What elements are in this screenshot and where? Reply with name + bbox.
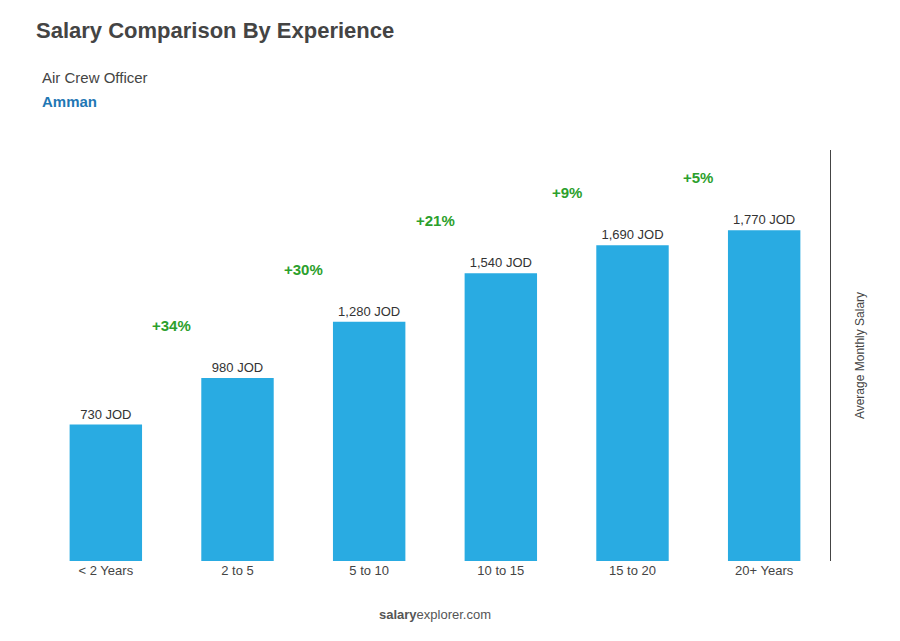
svg-text:10 to 15: 10 to 15 xyxy=(477,563,524,578)
svg-text:5 to 10: 5 to 10 xyxy=(349,563,389,578)
svg-text:Average Monthly Salary: Average Monthly Salary xyxy=(853,292,867,419)
svg-text:Salary Comparison By Experienc: Salary Comparison By Experience xyxy=(36,18,394,43)
svg-text:Air Crew Officer: Air Crew Officer xyxy=(42,69,148,86)
svg-text:2 to 5: 2 to 5 xyxy=(221,563,254,578)
svg-text:salaryexplorer.com: salaryexplorer.com xyxy=(379,607,491,622)
svg-text:+34%: +34% xyxy=(152,317,191,334)
svg-text:980 JOD: 980 JOD xyxy=(212,360,263,375)
svg-text:< 2 Years: < 2 Years xyxy=(79,563,134,578)
svg-text:1,540 JOD: 1,540 JOD xyxy=(470,255,532,270)
svg-text:15 to 20: 15 to 20 xyxy=(609,563,656,578)
svg-text:+21%: +21% xyxy=(416,212,455,229)
svg-text:+5%: +5% xyxy=(683,169,713,186)
svg-text:+9%: +9% xyxy=(552,184,582,201)
svg-text:+30%: +30% xyxy=(284,261,323,278)
svg-text:20+ Years: 20+ Years xyxy=(735,563,794,578)
svg-text:Amman: Amman xyxy=(42,93,97,110)
svg-text:730 JOD: 730 JOD xyxy=(80,407,131,422)
svg-text:1,280 JOD: 1,280 JOD xyxy=(338,304,400,319)
svg-text:1,770 JOD: 1,770 JOD xyxy=(733,212,795,227)
svg-text:1,690 JOD: 1,690 JOD xyxy=(601,227,663,242)
